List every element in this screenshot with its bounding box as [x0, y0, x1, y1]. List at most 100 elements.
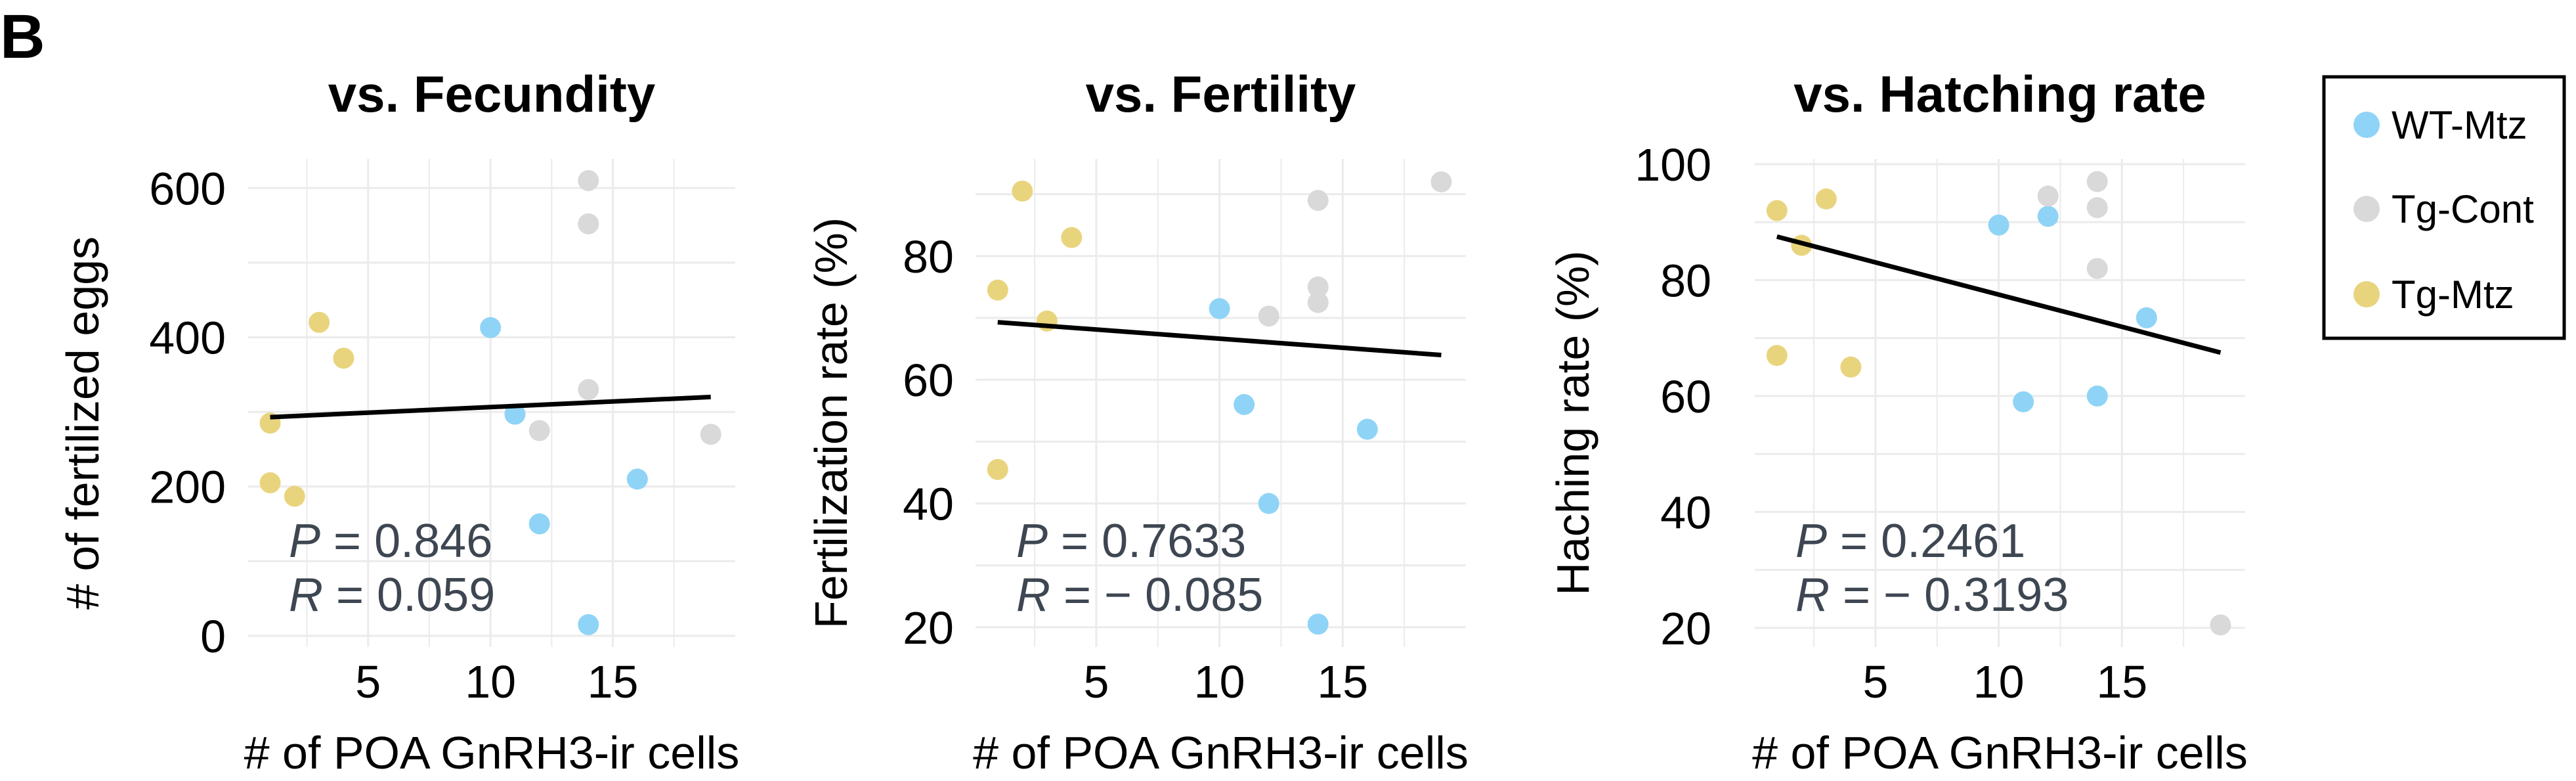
point-wt-mtz: [2037, 206, 2059, 227]
point-tg-cont: [700, 424, 721, 445]
point-tg-cont: [1430, 171, 1452, 192]
x-axis-label: # of POA GnRH3-ir cells: [1752, 727, 2248, 778]
point-tg-cont: [2086, 257, 2108, 279]
point-tg-cont: [1307, 190, 1329, 212]
point-tg-mtz: [1061, 227, 1083, 248]
point-wt-mtz: [504, 403, 526, 425]
x-tick-label: 5: [1862, 656, 1888, 707]
p-value: P = 0.846: [289, 515, 492, 568]
r-value: R = − 0.085: [1016, 569, 1263, 621]
point-wt-mtz: [1258, 493, 1279, 514]
legend-label: WT-Mtz: [2392, 103, 2527, 147]
x-tick-label: 10: [1973, 656, 2025, 707]
legend-item-wt-mtz: WT-Mtz: [2353, 103, 2527, 147]
p-text: = 0.2461: [1827, 515, 2025, 568]
point-tg-cont: [2037, 185, 2059, 207]
r-label: R: [1795, 569, 1830, 621]
point-tg-mtz: [1766, 345, 1788, 367]
y-axis-label: Fertilization rate (%): [805, 217, 857, 629]
p-value: P = 0.7633: [1016, 515, 1246, 568]
panel-2: vs. Fertility 5 10 15 20 40 60 80 # of POA GnRH3…: [805, 65, 1469, 778]
legend-label: Tg-Mtz: [2392, 273, 2514, 317]
x-tick-label: 5: [355, 656, 381, 707]
point-wt-mtz: [1356, 418, 1378, 440]
p-label: P: [1795, 515, 1827, 568]
point-wt-mtz: [626, 468, 648, 490]
r-label: R: [289, 569, 323, 621]
point-wt-mtz: [1209, 298, 1230, 319]
point-tg-cont: [528, 420, 550, 441]
y-tick-label: 20: [1660, 603, 1711, 654]
x-tick-label: 10: [465, 656, 516, 707]
point-wt-mtz: [528, 513, 550, 535]
point-wt-mtz: [2013, 391, 2034, 413]
x-tick-label: 15: [2096, 656, 2147, 707]
point-tg-mtz: [333, 347, 354, 369]
y-tick-label: 20: [903, 602, 954, 654]
panel-3: vs. Hatching rate 5 10 15 20 40 60 80 100 # of PO…: [1547, 65, 2248, 778]
point-tg-cont: [578, 169, 599, 191]
x-tick-label: 15: [588, 656, 639, 707]
chart-title: vs. Fertility: [1086, 65, 1356, 123]
p-text: = 0.7633: [1048, 515, 1246, 568]
r-label: R: [1016, 569, 1050, 621]
point-tg-cont: [1307, 276, 1329, 298]
chart-title: vs. Hatching rate: [1793, 65, 2206, 123]
point-wt-mtz: [1307, 614, 1329, 635]
y-tick-label: 40: [1660, 487, 1711, 538]
p-value: P = 0.2461: [1795, 515, 2025, 568]
point-tg-mtz: [1766, 200, 1788, 221]
y-tick-label: 0: [200, 611, 226, 662]
x-tick-label: 10: [1194, 656, 1245, 707]
point-wt-mtz: [578, 614, 599, 635]
r-text: = 0.059: [323, 569, 495, 621]
x-tick-label: 5: [1083, 656, 1109, 707]
point-tg-cont: [1258, 305, 1279, 327]
point-tg-cont: [2086, 197, 2108, 219]
y-tick-label: 80: [903, 231, 954, 282]
point-tg-cont: [1307, 292, 1329, 313]
y-tick-label: 100: [1635, 139, 1711, 190]
panel-1: vs. Fecundity 5 10 15 0 200 400 600 # of POA GnR…: [57, 65, 739, 778]
regression-line: [1776, 234, 2222, 355]
point-tg-mtz: [259, 472, 281, 494]
legend-item-tg-mtz: Tg-Mtz: [2353, 273, 2514, 317]
point-wt-mtz: [1234, 393, 1255, 415]
point-tg-cont: [578, 213, 599, 234]
point-wt-mtz: [1988, 214, 2009, 236]
point-tg-mtz: [987, 279, 1008, 301]
y-tick-label: 400: [149, 313, 226, 364]
point-tg-mtz: [1815, 188, 1837, 210]
regression-line: [270, 394, 711, 420]
regression-line: [997, 320, 1442, 358]
y-tick-label: 40: [903, 479, 954, 530]
r-text: = − 0.3193: [1830, 569, 2069, 621]
point-tg-mtz: [1840, 356, 1862, 378]
x-axis-label: # of POA GnRH3-ir cells: [244, 727, 740, 778]
y-tick-label: 60: [1660, 371, 1711, 422]
legend-item-tg-cont: Tg-Cont: [2353, 187, 2534, 231]
point-tg-mtz: [987, 458, 1008, 480]
legend: WT-Mtz Tg-Cont Tg-Mtz: [2322, 75, 2566, 340]
y-tick-label: 80: [1660, 255, 1711, 306]
r-text: = − 0.085: [1050, 569, 1263, 621]
point-tg-mtz: [1012, 180, 1033, 202]
point-wt-mtz: [2086, 385, 2108, 407]
r-value: R = 0.059: [289, 569, 495, 621]
legend-marker: [2353, 112, 2380, 138]
point-wt-mtz: [2136, 307, 2157, 328]
legend-marker: [2353, 281, 2380, 307]
y-tick-label: 60: [903, 355, 954, 406]
point-tg-cont: [2210, 614, 2231, 636]
p-label: P: [289, 515, 320, 568]
y-axis-label: # of fertilized eggs: [57, 236, 108, 610]
panel-letter: B: [0, 2, 45, 72]
legend-marker: [2353, 196, 2380, 222]
y-tick-label: 600: [149, 163, 226, 214]
r-value: R = − 0.3193: [1795, 569, 2069, 621]
panels: vs. Fecundity 5 10 15 0 200 400 600 # of POA GnR…: [57, 65, 2248, 778]
legend-label: Tg-Cont: [2392, 187, 2534, 231]
point-tg-cont: [578, 379, 599, 401]
p-label: P: [1016, 515, 1048, 568]
